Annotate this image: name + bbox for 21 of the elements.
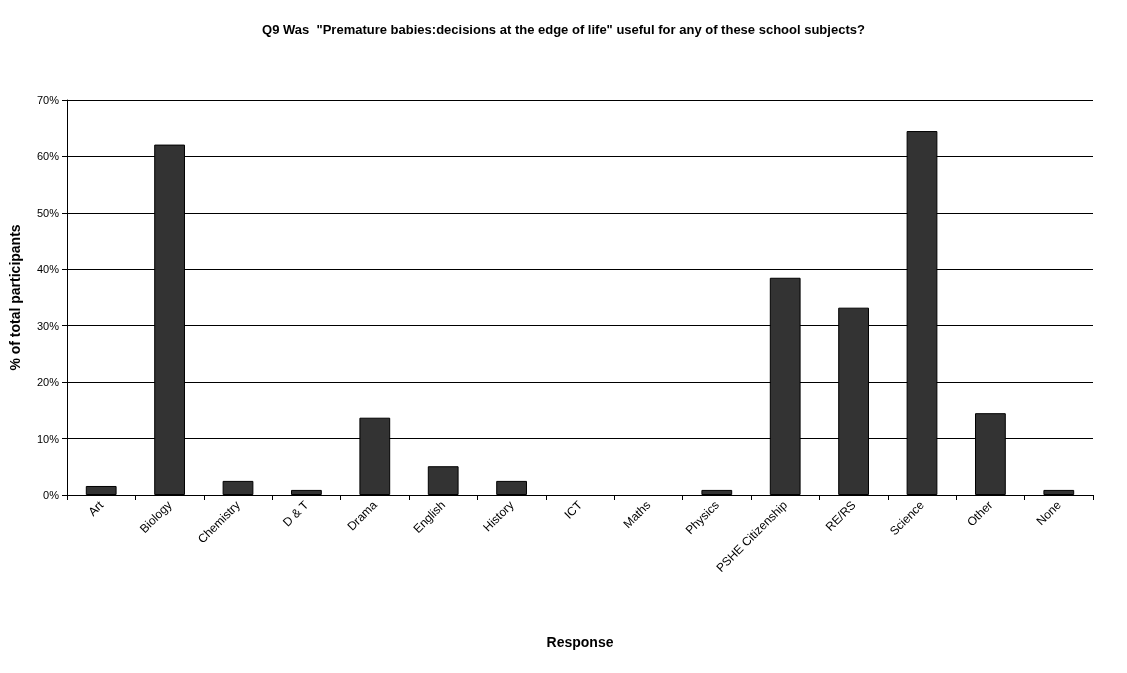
x-tick-label: D & T bbox=[279, 497, 312, 530]
chart-title: Q9 Was "Premature babies:decisions at the edge of life" useful for any of these school subjects? bbox=[262, 21, 865, 37]
bar bbox=[291, 489, 322, 495]
x-axis-title: Response bbox=[546, 634, 614, 650]
bar bbox=[701, 489, 733, 495]
bar bbox=[222, 480, 254, 495]
bar bbox=[427, 466, 459, 495]
y-tick-label: 0% bbox=[43, 489, 60, 501]
y-tick-label: 30% bbox=[36, 319, 60, 332]
y-axis-title: % of total participants bbox=[7, 224, 23, 371]
y-tick-label: 60% bbox=[36, 150, 60, 163]
y-tick-label: 50% bbox=[36, 206, 60, 219]
x-tick-label: Art bbox=[85, 497, 107, 519]
x-tick-label: ICT bbox=[561, 497, 586, 522]
bar bbox=[85, 485, 117, 495]
y-tick-label: 40% bbox=[36, 263, 60, 276]
bar bbox=[496, 480, 527, 495]
y-tick-label: 70% bbox=[36, 94, 60, 106]
y-tick-label: 20% bbox=[36, 376, 60, 389]
bar bbox=[1043, 489, 1075, 495]
y-tick-label: 10% bbox=[36, 432, 60, 445]
